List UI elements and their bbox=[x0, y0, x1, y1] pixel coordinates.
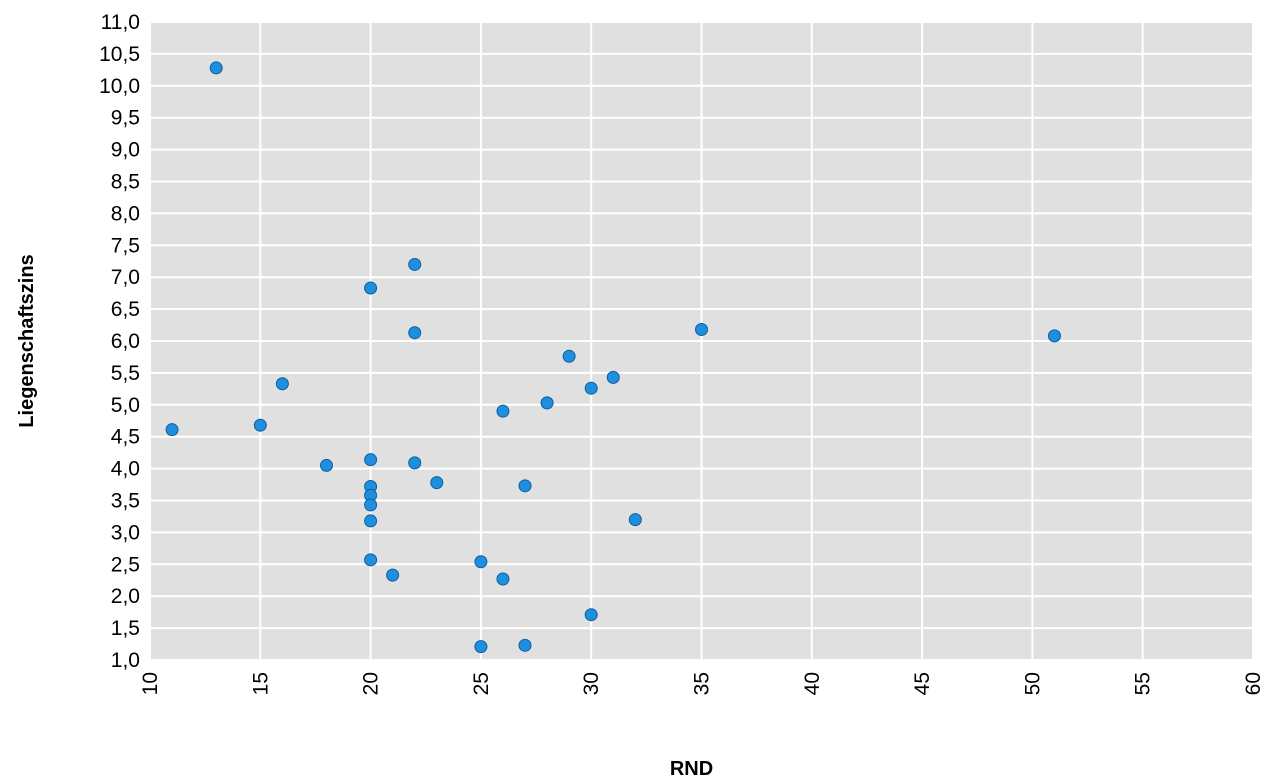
data-point bbox=[364, 498, 378, 512]
y-tick-label: 8,5 bbox=[111, 171, 140, 194]
y-tick-label: 5,5 bbox=[111, 362, 140, 385]
data-point bbox=[275, 377, 289, 391]
data-point bbox=[209, 61, 223, 75]
x-tick-label: 15 bbox=[249, 672, 272, 695]
data-point bbox=[562, 349, 576, 363]
data-point bbox=[253, 418, 267, 432]
y-axis-ticks: 1,0 1,5 2,0 2,5 3,0 3,5 4,0 4,5 5,0 5,5 6,0 6,5 7,0 7… bbox=[99, 11, 140, 672]
y-tick-label: 6,0 bbox=[111, 330, 140, 353]
data-point bbox=[408, 456, 422, 470]
x-tick-label: 45 bbox=[911, 672, 934, 695]
data-point bbox=[386, 568, 400, 582]
y-tick-label: 4,0 bbox=[111, 458, 140, 481]
data-point bbox=[165, 423, 179, 437]
data-point bbox=[408, 257, 422, 271]
data-point bbox=[628, 513, 642, 527]
y-tick-label: 8,0 bbox=[111, 202, 140, 225]
y-tick-label: 4,5 bbox=[111, 426, 140, 449]
data-point bbox=[606, 370, 620, 384]
data-point bbox=[364, 281, 378, 295]
x-tick-label: 25 bbox=[470, 672, 493, 695]
y-tick-label: 7,0 bbox=[111, 266, 140, 289]
y-tick-label: 3,0 bbox=[111, 521, 140, 544]
y-tick-label: 9,0 bbox=[111, 139, 140, 162]
x-tick-label: 10 bbox=[139, 672, 162, 695]
data-point bbox=[518, 479, 532, 493]
x-tick-label: 30 bbox=[580, 672, 603, 695]
data-point bbox=[496, 404, 510, 418]
gridlines bbox=[149, 21, 1254, 661]
y-tick-label: 1,0 bbox=[111, 649, 140, 672]
data-point bbox=[364, 514, 378, 528]
y-tick-label: 9,5 bbox=[111, 107, 140, 130]
data-point bbox=[364, 453, 378, 467]
x-tick-label: 20 bbox=[360, 672, 383, 695]
data-points bbox=[165, 61, 1061, 654]
y-tick-label: 10,5 bbox=[99, 43, 140, 66]
data-point bbox=[584, 608, 598, 622]
y-tick-label: 2,5 bbox=[111, 553, 140, 576]
y-tick-label: 3,5 bbox=[111, 490, 140, 513]
x-tick-label: 35 bbox=[691, 672, 714, 695]
data-point bbox=[496, 572, 510, 586]
y-tick-label: 10,0 bbox=[99, 75, 140, 98]
x-tick-label: 40 bbox=[801, 672, 824, 695]
y-tick-label: 7,5 bbox=[111, 234, 140, 257]
data-point bbox=[430, 476, 444, 490]
y-axis-title: Liegenschaftszins bbox=[16, 254, 38, 427]
x-tick-label: 50 bbox=[1021, 672, 1044, 695]
y-tick-label: 1,5 bbox=[111, 617, 140, 640]
data-point bbox=[474, 640, 488, 654]
x-axis-ticks: 10 15 20 25 30 35 40 45 50 55 60 bbox=[139, 672, 1265, 695]
data-point bbox=[474, 555, 488, 569]
data-point bbox=[364, 553, 378, 567]
data-point bbox=[1047, 329, 1061, 343]
data-point bbox=[584, 381, 598, 395]
y-tick-label: 11,0 bbox=[101, 11, 140, 34]
x-tick-label: 55 bbox=[1132, 672, 1155, 695]
x-axis-title: RND bbox=[670, 758, 713, 780]
x-tick-label: 60 bbox=[1242, 672, 1265, 695]
data-point bbox=[518, 638, 532, 652]
data-point bbox=[695, 323, 708, 337]
data-point bbox=[408, 326, 422, 340]
y-tick-label: 5,0 bbox=[111, 394, 140, 417]
data-point bbox=[319, 458, 333, 472]
y-tick-label: 2,0 bbox=[111, 585, 140, 608]
y-tick-label: 6,5 bbox=[111, 298, 140, 321]
data-point bbox=[540, 396, 554, 410]
